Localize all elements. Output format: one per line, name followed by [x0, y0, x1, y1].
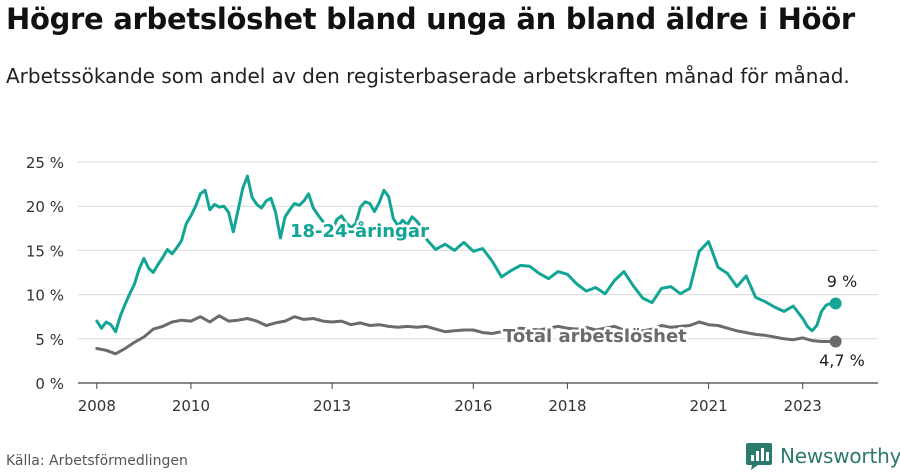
series-line-18-24 — [95, 174, 838, 334]
y-tick-label: 20 % — [26, 198, 64, 216]
end-point-total — [829, 335, 842, 348]
x-tick-label: 2008 — [78, 397, 116, 415]
brand-name: Newsworthy — [780, 444, 900, 468]
axis-layer: 0 % 5 % 10 % 15 % 20 % 25 % 2008 2010 2013 2016 20… — [26, 154, 822, 415]
y-tick-label: 25 % — [26, 154, 64, 172]
x-tick-label: 2018 — [548, 397, 586, 415]
brand-logo: Newsworthy — [746, 440, 900, 472]
x-tick-label: 2016 — [454, 397, 492, 415]
y-tick-label: 15 % — [26, 242, 64, 260]
end-value-label-total: 4,7 % — [819, 351, 865, 370]
x-tick-label: 2021 — [689, 397, 727, 415]
end-value-label-18-24: 9 % — [827, 272, 857, 291]
source-note: Källa: Arbetsförmedlingen — [6, 453, 188, 469]
newsworthy-logo-icon — [746, 443, 772, 470]
x-tick-label: 2013 — [313, 397, 351, 415]
x-tick-label: 2010 — [172, 397, 210, 415]
grid-layer — [78, 161, 878, 384]
y-tick-label: 10 % — [26, 287, 64, 305]
page-title: Högre arbetslöshet bland unga än bland ä… — [6, 2, 855, 36]
series-layer — [95, 174, 842, 356]
label-layer: 18-24-åringar Total arbetslöshet 9 % 4,7 % — [288, 218, 868, 373]
x-tick-label: 2023 — [784, 397, 822, 415]
page-subtitle: Arbetssökande som andel av den registerb… — [6, 64, 850, 88]
series-label-total: Total arbetslöshet — [503, 326, 687, 347]
y-tick-label: 5 % — [35, 331, 64, 349]
end-point-18-24 — [829, 297, 842, 310]
y-tick-label: 0 % — [35, 375, 64, 393]
series-label-18-24: 18-24-åringar — [290, 220, 429, 242]
series-line-total — [95, 314, 838, 356]
